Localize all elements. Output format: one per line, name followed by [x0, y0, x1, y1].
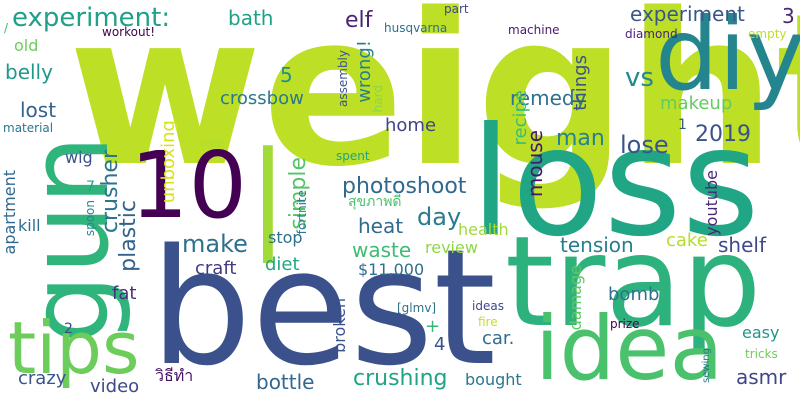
word-husqvarna: husqvarna	[384, 21, 448, 35]
word-trap: trap	[505, 210, 762, 355]
word-workout: workout!	[102, 25, 156, 39]
word-tricks: tricks	[745, 347, 778, 361]
word-crossbow: crossbow	[220, 88, 304, 109]
word-thai-bottom: วิธีทำ	[155, 366, 194, 385]
word-machine: machine	[508, 23, 560, 37]
word-belly: belly	[5, 60, 53, 84]
word-material: material	[3, 121, 54, 135]
word-makeup: makeup	[660, 93, 733, 114]
word-diamond: diamond	[625, 27, 678, 41]
word-prize: prize	[610, 317, 640, 331]
word-broken: broken	[330, 298, 349, 353]
word-assembly: assembly	[336, 50, 350, 107]
word-heat: heat	[358, 214, 404, 238]
word-stop: stop	[268, 228, 303, 247]
word-3: 3	[782, 4, 795, 28]
word-part: part	[444, 2, 469, 16]
word-kill: kill	[18, 216, 41, 235]
word-loss: loss	[470, 96, 760, 270]
word-idea: idea	[535, 297, 724, 400]
word-sewing: sewing	[701, 348, 712, 384]
word-bought: bought	[465, 370, 522, 389]
word-glmv: [glmv]	[397, 301, 437, 315]
word-man: man	[556, 126, 605, 151]
word-experiment: experiment	[630, 2, 745, 26]
word-photoshoot: photoshoot	[342, 174, 467, 199]
word-fire: fire	[478, 315, 498, 329]
word-elf: elf	[345, 8, 373, 33]
word-bomb: bomb	[608, 284, 660, 305]
word-car: car.	[482, 328, 515, 349]
word-lost: lost	[20, 98, 57, 122]
word-experiment-colon: experiment:	[12, 3, 171, 33]
word-recipe: recipe	[510, 90, 531, 146]
word-bar: |	[248, 125, 288, 263]
word-spent: spent	[336, 149, 370, 163]
word-home: home	[385, 115, 437, 136]
word-tips: tips	[8, 306, 140, 390]
word-ideas: ideas	[472, 299, 504, 313]
word-hard: hard	[371, 85, 385, 113]
word-10: 10	[130, 132, 248, 239]
word-shelf: shelf	[718, 233, 766, 257]
word-thai-health: สุขภาพดี	[348, 194, 402, 210]
word-make: make	[182, 230, 248, 258]
word-video: video	[90, 376, 140, 397]
word-4: 4	[434, 334, 446, 355]
word-cake: cake	[666, 230, 708, 251]
word-craft: craft	[195, 258, 237, 279]
word-lose: lose	[620, 131, 669, 159]
word-best: best	[150, 214, 497, 400]
word-5: 5	[280, 63, 293, 87]
word-diy: diy	[655, 0, 800, 113]
word-tension: tension	[560, 233, 634, 257]
word-2: 2	[64, 321, 73, 337]
word-unboxing: unboxing	[158, 120, 179, 204]
word-wig: wig	[65, 148, 93, 167]
word-1: 1	[678, 117, 687, 133]
word-health: health	[458, 220, 509, 239]
word-bath: bath	[228, 6, 274, 30]
word-tree: tree	[200, 136, 225, 150]
word-youtube: youtube	[702, 170, 721, 236]
word-empty: empty	[748, 27, 787, 41]
word-vs: vs	[625, 63, 654, 93]
word-7: 7	[86, 179, 95, 195]
word-remedy: remedy	[510, 86, 587, 110]
word-asmr: asmr	[736, 365, 787, 389]
word-plastic: plastic	[116, 200, 141, 272]
word-damage: damage	[566, 265, 585, 331]
word-easy: easy	[742, 323, 780, 342]
word-2019: 2019	[695, 122, 751, 147]
word-price: $11,000	[358, 260, 425, 279]
word-slash: /	[4, 21, 9, 35]
word-crazy: crazy	[18, 368, 67, 389]
word-diet: diet	[265, 254, 300, 275]
word-old: old	[14, 36, 39, 55]
word-fat: fat	[112, 283, 137, 304]
word-bottle: bottle	[256, 370, 315, 394]
word-plus: +	[425, 316, 441, 337]
word-crushing: crushing	[353, 366, 448, 391]
word-review: review	[425, 238, 478, 257]
word-things: things	[570, 55, 591, 111]
word-weight: weight	[68, 0, 800, 213]
word-apartment: apartment	[0, 170, 19, 255]
word-waste: waste	[352, 238, 412, 262]
word-spoon: spoon	[83, 200, 97, 237]
word-day: day	[417, 203, 462, 231]
word-fortnite: fortnite	[295, 190, 309, 235]
